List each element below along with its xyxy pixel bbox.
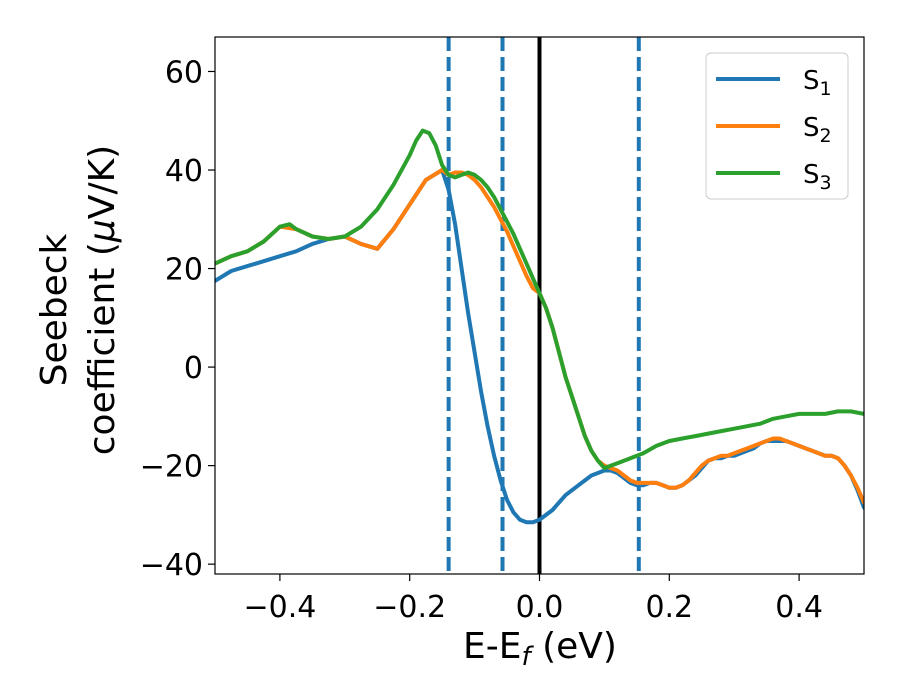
y-axis-label-line2: coefficient (μV/K) (82, 145, 123, 455)
x-tick-label: 0.2 (645, 590, 693, 625)
plot-area (215, 37, 864, 574)
series-line-s3 (215, 128, 864, 471)
y-tick-label: 20 (165, 253, 203, 288)
y-tick-label: −20 (140, 450, 203, 485)
x-tick-label: 0.4 (775, 590, 823, 625)
series-lines (215, 128, 864, 525)
x-tick-label: 0.0 (516, 590, 564, 625)
x-axis-ticks: −0.4 −0.2 0.0 0.2 0.4 (243, 574, 823, 625)
y-tick-label: −40 (140, 548, 203, 583)
y-axis-label: Seebeck coefficient (μV/K) (34, 145, 123, 455)
y-axis-label-line1: Seebeck (34, 233, 75, 386)
legend-label-s3: S3 (803, 160, 832, 194)
legend-label-s2: S2 (803, 113, 832, 147)
x-tick-label: −0.4 (243, 590, 316, 625)
x-axis-label: E-Ef (eV) (463, 626, 617, 672)
y-axis-ticks: −40 −20 0 20 40 60 (140, 55, 215, 583)
legend-label-s1: S1 (803, 66, 832, 100)
y-tick-label: 0 (184, 351, 203, 386)
y-tick-label: 40 (165, 154, 203, 189)
y-tick-label: 60 (165, 55, 203, 90)
legend: S1 S2 S3 (705, 52, 849, 200)
x-tick-label: −0.2 (373, 590, 446, 625)
